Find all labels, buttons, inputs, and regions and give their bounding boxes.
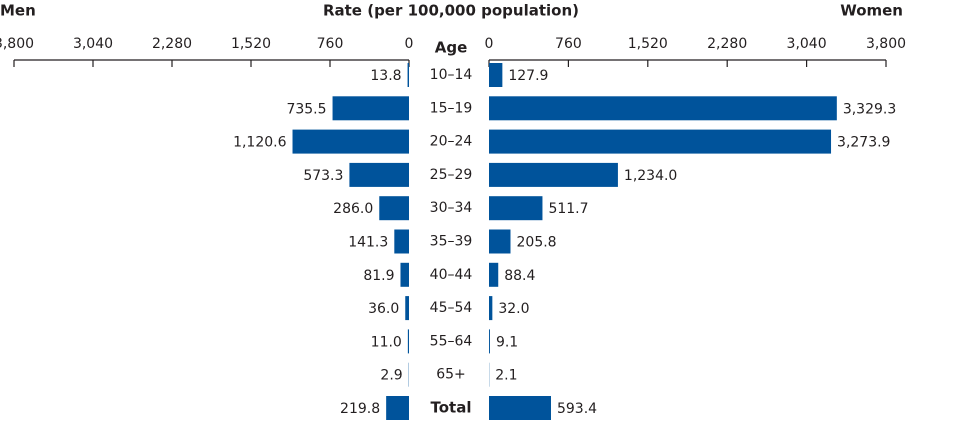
value-label: 735.5 <box>286 101 326 117</box>
category-label: Total <box>431 399 472 417</box>
value-label: 1,234.0 <box>624 168 677 184</box>
category-label: 35–39 <box>430 234 473 250</box>
value-label: 593.4 <box>557 401 597 417</box>
left-tick-label: 1,520 <box>231 36 271 52</box>
value-label: 11.0 <box>371 334 402 350</box>
women-bar <box>489 396 551 420</box>
women-bar <box>489 129 832 154</box>
value-label: 3,329.3 <box>843 101 896 117</box>
value-label: 88.4 <box>504 268 535 284</box>
value-label: 205.8 <box>517 235 557 251</box>
right-header: Women <box>840 2 903 20</box>
men-bar <box>386 396 409 420</box>
left-tick-label: 3,800 <box>0 36 34 52</box>
women-bar <box>489 63 503 87</box>
value-label: 32.0 <box>498 301 529 317</box>
men-bar <box>400 262 409 287</box>
value-label: 511.7 <box>548 201 588 217</box>
men-bar <box>349 162 409 187</box>
men-bar <box>405 296 409 321</box>
value-label: 127.9 <box>508 68 548 84</box>
category-label: 10–14 <box>430 67 473 83</box>
chart-title: Rate (per 100,000 population) <box>323 2 579 20</box>
value-label: 286.0 <box>333 201 373 217</box>
men-bar <box>394 229 409 254</box>
right-tick-label: 3,800 <box>866 36 906 52</box>
left-tick-label: 760 <box>317 36 344 52</box>
left-tick-label: 3,040 <box>73 36 113 52</box>
value-label: 3,273.9 <box>837 135 890 151</box>
category-label: 30–34 <box>430 200 473 216</box>
value-label: 2.9 <box>380 368 402 384</box>
men-bar <box>379 196 409 221</box>
category-label: 40–44 <box>430 267 473 283</box>
category-label: 45–54 <box>430 300 473 316</box>
category-label: 20–24 <box>430 134 473 150</box>
women-bar <box>489 329 490 354</box>
men-bar <box>332 96 409 121</box>
right-tick-label: 1,520 <box>628 36 668 52</box>
category-label: 65+ <box>436 367 466 383</box>
women-bar <box>489 296 493 321</box>
value-label: 1,120.6 <box>233 135 287 151</box>
women-bar <box>489 262 499 287</box>
right-tick-label: 2,280 <box>707 36 747 52</box>
category-label: 55–64 <box>430 333 473 349</box>
women-bar <box>489 96 837 121</box>
value-label: 2.1 <box>495 368 517 384</box>
value-label: 219.8 <box>340 401 380 417</box>
right-tick-label: 0 <box>485 36 494 52</box>
value-label: 36.0 <box>368 301 399 317</box>
right-tick-label: 3,040 <box>787 36 827 52</box>
women-bar <box>489 229 511 254</box>
women-bar <box>489 162 618 187</box>
men-bar <box>292 129 409 154</box>
left-header: Men <box>0 2 36 20</box>
left-tick-label: 0 <box>405 36 414 52</box>
category-label: 15–19 <box>430 100 473 116</box>
men-bar <box>407 63 409 87</box>
left-tick-label: 2,280 <box>152 36 192 52</box>
category-label: 25–29 <box>430 167 473 183</box>
right-tick-label: 760 <box>555 36 582 52</box>
value-label: 141.3 <box>348 235 388 251</box>
value-label: 9.1 <box>496 334 518 350</box>
category-axis-label: Age <box>435 39 468 57</box>
women-bar <box>489 196 543 221</box>
value-label: 81.9 <box>363 268 394 284</box>
value-label: 573.3 <box>303 168 343 184</box>
men-bar <box>407 329 409 354</box>
value-label: 13.8 <box>370 68 401 84</box>
